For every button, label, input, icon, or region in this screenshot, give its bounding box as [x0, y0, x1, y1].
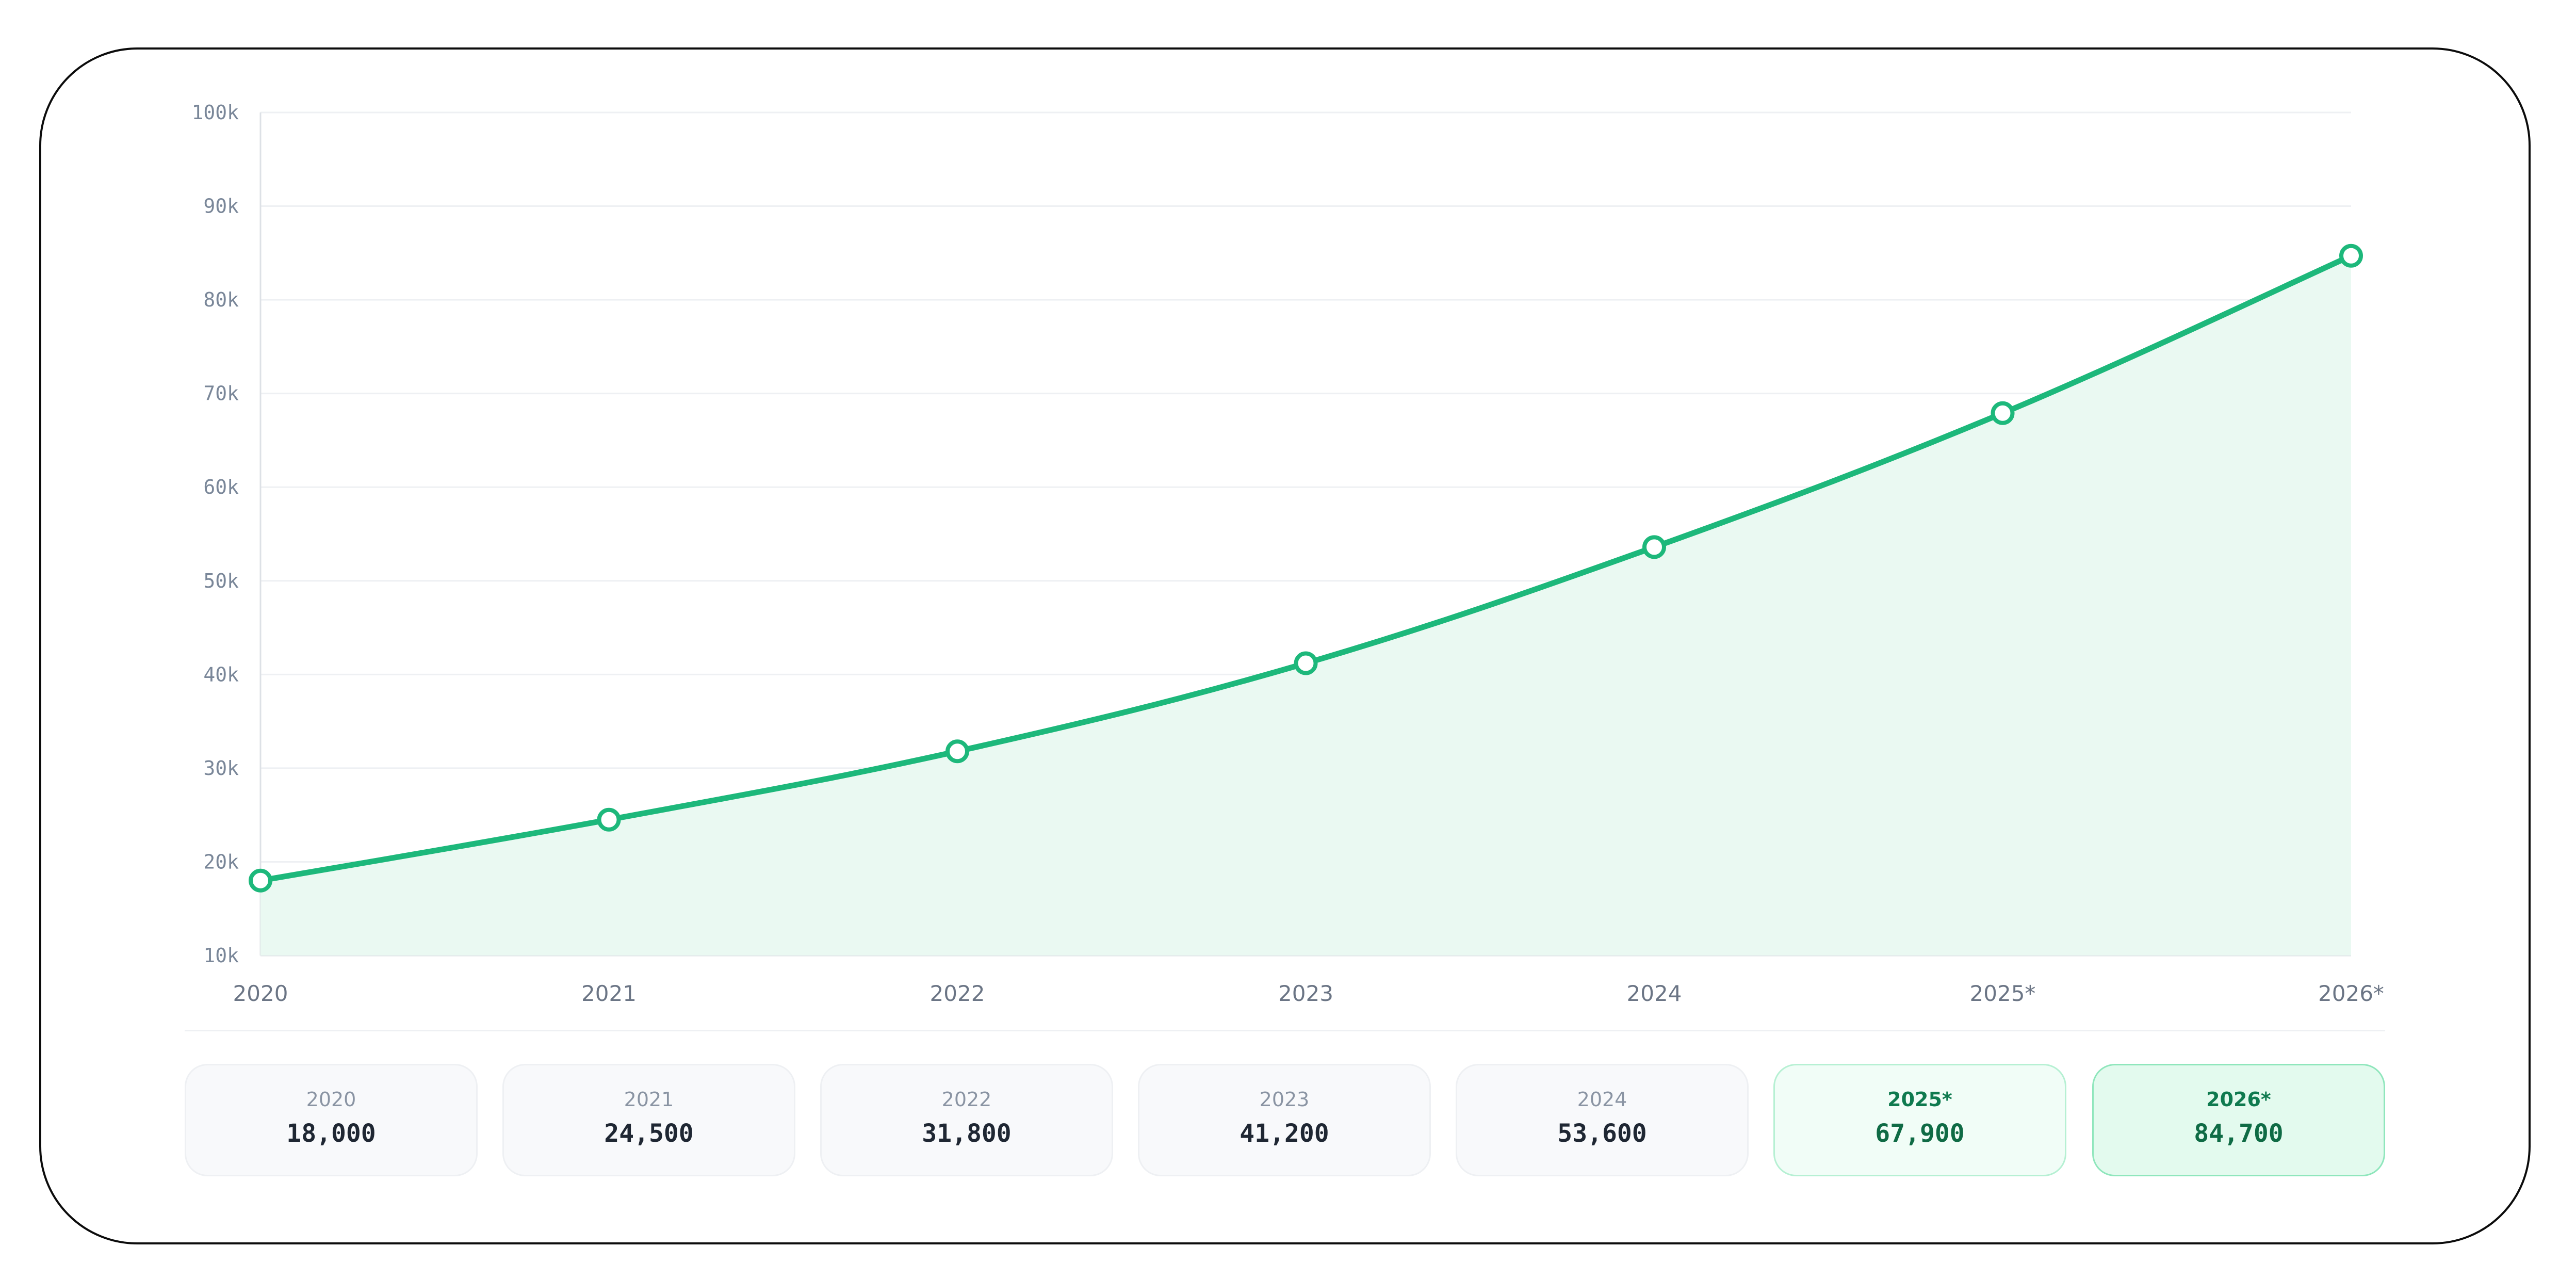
year-card-2021[interactable]: 2021 24,500	[502, 1064, 795, 1176]
y-tick-label: 90k	[203, 195, 239, 218]
series-area-fill	[260, 255, 2351, 956]
card-value: 84,700	[2194, 1119, 2284, 1148]
y-tick-label: 50k	[203, 570, 239, 592]
card-value: 53,600	[1557, 1119, 1647, 1148]
data-point	[1294, 651, 1318, 675]
summary-cards: 2020 18,000 2021 24,500 2022 31,800 2023…	[185, 1064, 2385, 1177]
year-card-2024[interactable]: 2024 53,600	[1456, 1064, 1749, 1176]
data-point	[597, 807, 621, 832]
x-tick-label: 2020	[233, 981, 288, 1006]
x-tick-label: 2025*	[1970, 981, 2036, 1006]
x-axis: 2020 2021 2022 2023 2024 2025* 2026*	[233, 954, 2384, 1006]
series-points	[249, 244, 2363, 893]
data-point	[2339, 244, 2363, 268]
year-card-2022[interactable]: 2022 31,800	[820, 1064, 1113, 1176]
data-point	[249, 868, 272, 893]
card-year: 2024	[1577, 1088, 1627, 1111]
x-tick-label: 2024	[1627, 981, 1682, 1006]
year-card-2026-forecast[interactable]: 2026* 84,700	[2092, 1064, 2385, 1176]
y-tick-label: 80k	[203, 288, 239, 311]
year-card-2025-forecast[interactable]: 2025* 67,900	[1773, 1064, 2066, 1176]
y-tick-label: 40k	[203, 663, 239, 686]
y-tick-label: 20k	[203, 850, 239, 873]
data-point	[1991, 401, 2015, 425]
growth-area-chart: 10k 20k 30k 40k 50k 60k 70k 80k 90k 100k 2020 2021…	[191, 101, 2384, 1006]
divider	[185, 1030, 2385, 1031]
y-tick-label: 60k	[203, 476, 239, 498]
card-value: 67,900	[1875, 1119, 1965, 1148]
card-value: 18,000	[286, 1119, 376, 1148]
series-area	[260, 255, 2351, 956]
x-tick-label: 2023	[1278, 981, 1333, 1006]
y-tick-label: 100k	[191, 101, 239, 124]
card-value: 41,200	[1240, 1119, 1329, 1148]
data-point	[1642, 535, 1666, 559]
x-tick-label: 2026*	[2318, 981, 2384, 1006]
data-point	[945, 739, 969, 764]
x-tick-label: 2022	[930, 981, 985, 1006]
year-card-2023[interactable]: 2023 41,200	[1138, 1064, 1431, 1176]
card-year: 2022	[941, 1088, 992, 1111]
y-tick-label: 30k	[203, 757, 239, 780]
card-year: 2026*	[2206, 1088, 2271, 1111]
card-year: 2025*	[1887, 1088, 1952, 1111]
year-card-2020[interactable]: 2020 18,000	[185, 1064, 478, 1176]
card-value: 24,500	[604, 1119, 694, 1148]
card-value: 31,800	[922, 1119, 1012, 1148]
y-tick-label: 10k	[203, 944, 239, 967]
y-axis: 10k 20k 30k 40k 50k 60k 70k 80k 90k 100k	[191, 101, 262, 967]
card-year: 2023	[1259, 1088, 1310, 1111]
card-year: 2021	[624, 1088, 674, 1111]
x-tick-label: 2021	[581, 981, 637, 1006]
card-year: 2020	[306, 1088, 356, 1111]
y-tick-label: 70k	[203, 382, 239, 405]
